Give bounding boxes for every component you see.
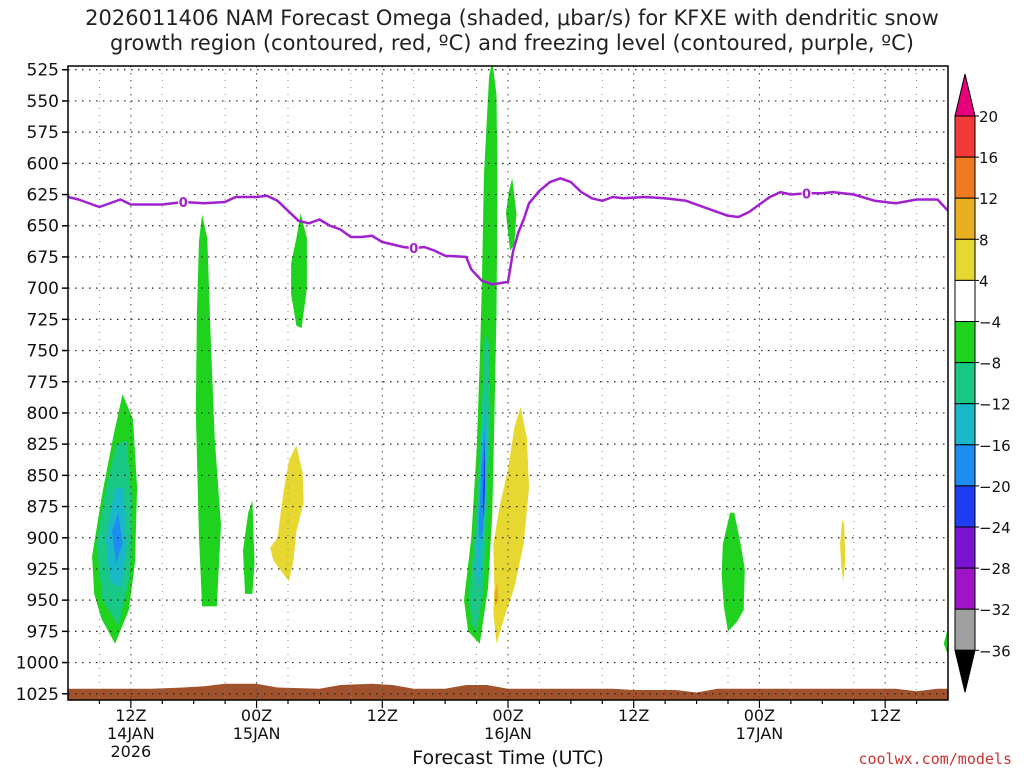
x-tick-label-18-1: 15JAN (233, 724, 281, 743)
colorbar-swatch-8 (954, 403, 976, 446)
x-tick-label-6-1: 14JAN (107, 724, 155, 743)
grid-lines (68, 66, 948, 700)
omega-region-18 (943, 631, 948, 653)
colorbar-swatch-9 (954, 444, 976, 487)
ground-terrain (68, 683, 948, 700)
y-tick-label-900: 900 (27, 529, 59, 549)
colorbar-label-13: −36 (979, 642, 1011, 660)
omega-region-16 (721, 512, 745, 632)
freezing-level-line (68, 177, 948, 286)
colorbar-swatch-12 (954, 567, 976, 610)
colorbar-swatch-5 (954, 279, 976, 322)
colorbar-swatch-4 (954, 238, 976, 281)
y-tick-label-575: 575 (27, 123, 59, 143)
colorbar-label-6: −8 (979, 355, 1001, 373)
y-tick-label-1025: 1025 (16, 685, 59, 705)
y-tick-label-850: 850 (27, 466, 59, 486)
freezing-level-contour: 0 0 0 (68, 177, 948, 286)
colorbar-label-9: −20 (979, 478, 1011, 496)
freezing-level-label-bg-2 (801, 185, 812, 201)
chart-title-line-2: growth region (contoured, red, ºC) and f… (110, 31, 914, 55)
colorbar-label-12: −32 (979, 601, 1011, 619)
colorbar: 20 16 12 8 4 −4 −8 −12 −16 −20 −24 −28 −32 −36 (954, 73, 1011, 693)
colorbar-swatch-7 (954, 362, 976, 405)
colorbar-swatch-10 (954, 485, 976, 528)
chart-title: 2026011406 NAM Forecast Omega (shaded, μ… (0, 6, 1024, 56)
colorbar-swatch-1 (954, 115, 976, 158)
colorbar-label-3: 8 (979, 231, 989, 249)
omega-region-14 (493, 406, 529, 644)
colorbar-label-7: −12 (979, 396, 1011, 414)
omega-region-12 (482, 440, 485, 519)
x-tick-label-66-1: 17JAN (736, 724, 784, 743)
omega-shading (92, 66, 948, 653)
omega-region-17 (840, 519, 846, 582)
y-tick-label-725: 725 (27, 310, 59, 330)
colorbar-label-8: −16 (979, 437, 1011, 455)
freezing-level-label-0: 0 (179, 196, 188, 211)
x-tick-label-30-0: 12Z (367, 706, 398, 725)
freezing-level-label-1: 0 (409, 242, 418, 257)
x-tick-label-66-0: 00Z (744, 706, 775, 725)
y-tick-label-1000: 1000 (16, 654, 59, 674)
colorbar-swatch-13 (954, 608, 976, 651)
y-tick-label-975: 975 (27, 622, 59, 642)
x-tick-label-78-0: 12Z (869, 706, 900, 725)
omega-region-8 (464, 66, 498, 644)
y-tick-label-675: 675 (27, 248, 59, 268)
colorbar-label-10: −24 (979, 519, 1011, 537)
y-tick-label-525: 525 (27, 61, 59, 81)
colorbar-label-4: 4 (979, 272, 989, 290)
colorbar-label-5: −4 (979, 314, 1001, 332)
x-tick-label-54-0: 12Z (618, 706, 649, 725)
colorbar-label-1: 16 (979, 149, 998, 167)
chart-title-line-1: 2026011406 NAM Forecast Omega (shaded, μ… (85, 6, 939, 30)
y-tick-label-550: 550 (27, 92, 59, 112)
colorbar-bottom-triangle (954, 649, 976, 693)
freezing-level-label-bg-0 (178, 194, 189, 210)
x-tick-label-6-2: 2026 (110, 742, 151, 761)
x-tick-label-6-0: 12Z (115, 706, 146, 725)
colorbar-swatch-3 (954, 197, 976, 240)
x-tick-label-18-0: 00Z (241, 706, 272, 725)
colorbar-label-11: −28 (979, 560, 1011, 578)
y-tick-label-650: 650 (27, 217, 59, 237)
x-tick-label-42-1: 16JAN (484, 724, 532, 743)
omega-region-6 (291, 213, 307, 329)
colorbar-label-0: 20 (979, 108, 998, 126)
omega-region-13 (505, 178, 517, 251)
y-tick-label-925: 925 (27, 560, 59, 580)
y-axis: 525 550 575 600 625 650 675 700 725 750 775 800 825 8… (16, 61, 68, 705)
freezing-level-label-bg-1 (408, 240, 419, 256)
y-tick-label-600: 600 (27, 154, 59, 174)
y-tick-label-775: 775 (27, 373, 59, 393)
x-axis-title: Forecast Time (UTC) (412, 747, 603, 768)
y-tick-label-625: 625 (27, 186, 59, 206)
omega-region-4 (195, 214, 221, 607)
omega-region-5 (243, 500, 255, 594)
ground-layer (68, 683, 948, 700)
colorbar-swatch-11 (954, 526, 976, 569)
y-tick-label-800: 800 (27, 404, 59, 424)
omega-region-11 (478, 425, 485, 541)
colorbar-label-2: 12 (979, 190, 998, 208)
omega-region-7 (270, 445, 304, 582)
y-tick-label-825: 825 (27, 435, 59, 455)
y-tick-label-950: 950 (27, 591, 59, 611)
x-tick-label-42-0: 00Z (492, 706, 523, 725)
y-tick-label-875: 875 (27, 498, 59, 518)
freezing-level-label-2: 0 (802, 187, 811, 202)
credit-link[interactable]: coolwx.com/models (858, 750, 1012, 768)
colorbar-swatch-6 (954, 321, 976, 364)
colorbar-swatch-2 (954, 156, 976, 199)
y-tick-label-750: 750 (27, 342, 59, 362)
colorbar-top-triangle (954, 73, 976, 117)
y-tick-label-700: 700 (27, 279, 59, 299)
